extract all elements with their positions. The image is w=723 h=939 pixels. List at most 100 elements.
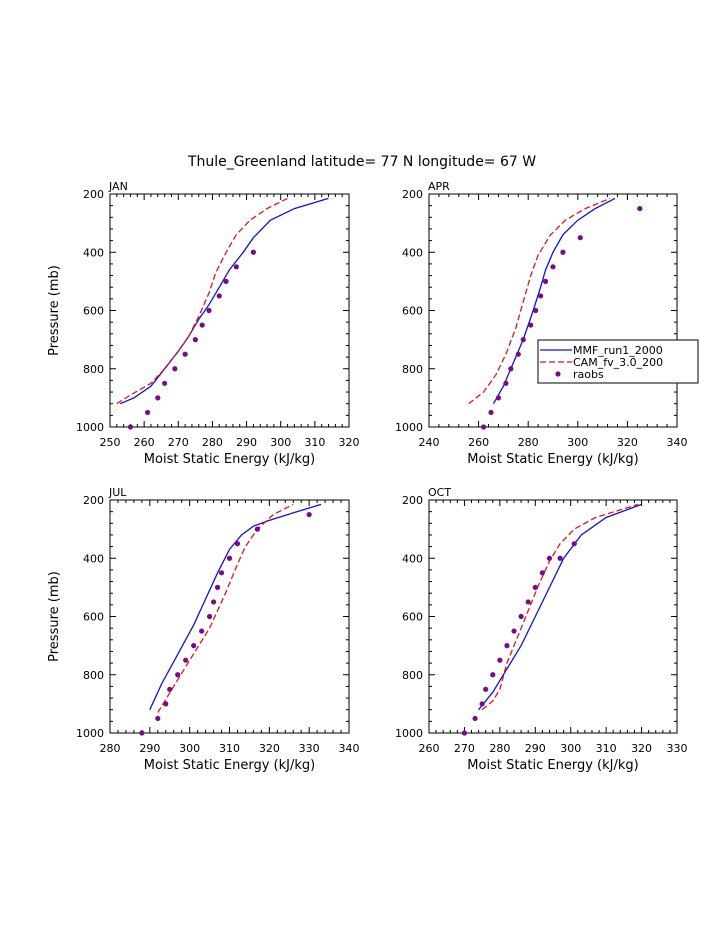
y-tick-label: 400 bbox=[402, 552, 423, 565]
x-tick-label: 320 bbox=[631, 742, 652, 755]
x-tick-label: 330 bbox=[667, 742, 688, 755]
raobs-point bbox=[571, 541, 577, 547]
panel-jul: JUL 280 290 300 310 320 330 340 200 400 600 800 1000… bbox=[47, 486, 360, 773]
y-tick-label: 800 bbox=[402, 669, 423, 682]
cam-series-line bbox=[157, 503, 294, 713]
raobs-point bbox=[577, 235, 583, 241]
raobs-point bbox=[495, 395, 502, 401]
x-tick-label: 320 bbox=[259, 742, 280, 755]
raobs-point bbox=[306, 511, 312, 518]
y-tick-label: 800 bbox=[83, 363, 104, 376]
raobs-point bbox=[479, 701, 485, 707]
plot-frame bbox=[109, 499, 350, 734]
x-tick-label: 300 bbox=[270, 436, 291, 449]
legend-label: MMF_run1_2000 bbox=[573, 344, 663, 357]
raobs-point bbox=[162, 380, 168, 386]
raobs-point bbox=[637, 205, 643, 212]
raobs-point bbox=[515, 351, 521, 357]
x-tick-label: 250 bbox=[100, 436, 121, 449]
legend-label: CAM_fv_3.0_200 bbox=[573, 356, 663, 369]
x-tick-label: 290 bbox=[525, 742, 546, 755]
raobs-point bbox=[472, 715, 478, 722]
plot-frame bbox=[109, 193, 350, 428]
raobs-point bbox=[503, 380, 509, 386]
panel-oct: OCT 260 270 280 290 300 310 320 330 200 400 600 800 1… bbox=[395, 486, 688, 773]
raobs-point bbox=[167, 686, 173, 692]
x-tick-label: 290 bbox=[139, 742, 160, 755]
x-tick-label: 300 bbox=[179, 742, 200, 755]
raobs-point bbox=[483, 686, 489, 692]
mmf-series-line bbox=[149, 503, 322, 710]
y-axis-label: Pressure (mb) bbox=[47, 571, 62, 662]
raobs-point bbox=[192, 337, 198, 343]
panel-apr: APR 240 260 280 300 320 340 200 400 600 800 1000 Moi… bbox=[395, 180, 688, 467]
x-tick-label: 310 bbox=[596, 742, 617, 755]
raobs-point bbox=[525, 599, 531, 605]
x-tick-label: 280 bbox=[489, 742, 510, 755]
raobs-point bbox=[139, 730, 145, 736]
x-tick-label: 310 bbox=[219, 742, 240, 755]
raobs-point bbox=[488, 409, 494, 416]
y-tick-label: 800 bbox=[83, 669, 104, 682]
y-tick-label: 200 bbox=[402, 188, 423, 201]
y-tick-label: 600 bbox=[83, 611, 104, 624]
x-axis-label: Moist Static Energy (kJ/kg) bbox=[467, 452, 638, 467]
series-group bbox=[149, 503, 322, 713]
cam-series-line bbox=[468, 197, 611, 405]
raobs-point bbox=[539, 570, 545, 576]
raobs-point bbox=[233, 264, 239, 270]
x-tick-label: 300 bbox=[567, 436, 588, 449]
raobs-point bbox=[127, 424, 134, 430]
plot-frame bbox=[428, 193, 678, 428]
raobs-point bbox=[511, 628, 517, 634]
cam-series-line bbox=[481, 503, 639, 711]
x-tick-label: 280 bbox=[202, 436, 223, 449]
raobs-point bbox=[542, 278, 549, 284]
y-tick-label: 1000 bbox=[76, 421, 104, 434]
x-tick-label: 240 bbox=[419, 436, 440, 449]
y-axis-label: Pressure (mb) bbox=[47, 265, 62, 356]
raobs-point bbox=[254, 526, 260, 532]
legend-box bbox=[537, 339, 699, 384]
x-tick-label: 310 bbox=[304, 436, 325, 449]
y-tick-label: 1000 bbox=[76, 727, 104, 740]
raobs-point bbox=[490, 672, 496, 678]
figure-title: Thule_Greenland latitude= 77 N longitude… bbox=[187, 154, 536, 170]
raobs-point bbox=[550, 264, 556, 270]
x-tick-label: 260 bbox=[419, 742, 440, 755]
mmf-series-line bbox=[478, 503, 642, 711]
panel-jan: JAN 250 260 270 280 290 300 310 320 200 400 600 800 1… bbox=[47, 180, 360, 467]
x-axis-label: Moist Static Energy (kJ/kg) bbox=[144, 452, 315, 467]
x-tick-label: 340 bbox=[339, 742, 360, 755]
raobs-point bbox=[234, 541, 241, 547]
legend-label: raobs bbox=[573, 368, 604, 381]
raobs-point bbox=[191, 643, 197, 649]
raobs-point bbox=[560, 249, 566, 255]
raobs-point bbox=[218, 570, 225, 576]
raobs-point bbox=[461, 730, 468, 736]
raobs-point bbox=[520, 337, 526, 343]
raobs-point bbox=[155, 715, 161, 722]
y-tick-label: 400 bbox=[83, 246, 104, 259]
y-tick-label: 800 bbox=[402, 363, 423, 376]
panel-title: OCT bbox=[428, 486, 451, 499]
x-tick-label: 270 bbox=[168, 436, 189, 449]
raobs-point bbox=[250, 249, 256, 255]
raobs-point bbox=[480, 424, 487, 430]
raobs-point bbox=[532, 584, 538, 590]
x-tick-label: 300 bbox=[560, 742, 581, 755]
raobs-point bbox=[199, 628, 205, 634]
x-tick-label: 270 bbox=[454, 742, 475, 755]
raobs-point bbox=[223, 278, 229, 284]
raobs-point bbox=[144, 409, 151, 416]
raobs-point bbox=[175, 672, 181, 678]
x-tick-label: 340 bbox=[667, 436, 688, 449]
raobs-point bbox=[533, 307, 539, 314]
panel-title: APR bbox=[428, 180, 450, 193]
raobs-point bbox=[504, 643, 510, 649]
raobs-point bbox=[210, 599, 217, 605]
raobs-point bbox=[557, 555, 563, 561]
raobs-point bbox=[214, 584, 221, 590]
